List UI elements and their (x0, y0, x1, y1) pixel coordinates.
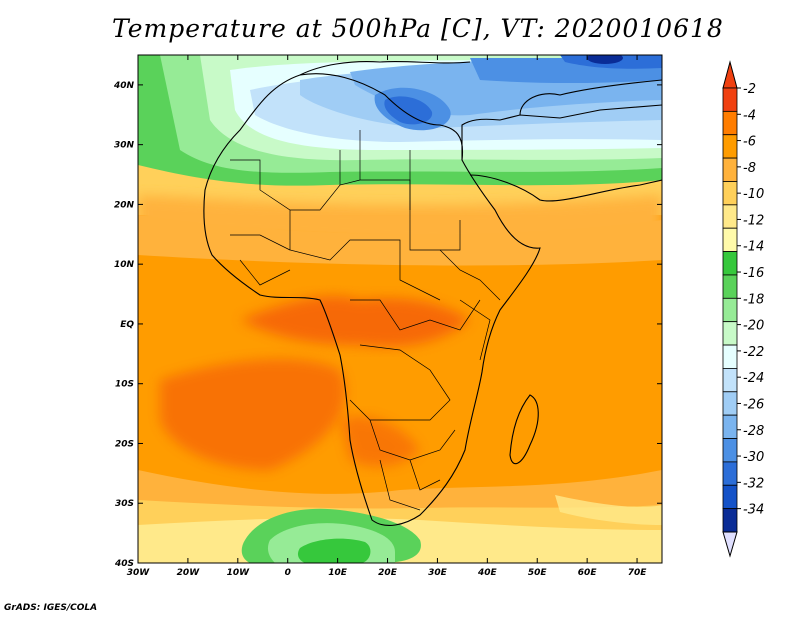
colorbar-label: -2 (743, 82, 756, 97)
colorbar-swatch (722, 438, 738, 463)
lon-tick-label: 50E (528, 568, 548, 578)
colorbar-label: -24 (743, 371, 764, 386)
colorbar-swatch (722, 391, 738, 416)
colorbar-label: -30 (743, 450, 764, 465)
colorbar-swatch (722, 484, 738, 510)
lat-tick-label: 40S (114, 559, 134, 569)
colorbar-label: -6 (743, 135, 756, 150)
lon-tick-label: 20E (378, 568, 398, 578)
coastlines (203, 60, 662, 526)
lon-tick-label: 30E (428, 568, 448, 578)
colorbar-swatch (722, 181, 738, 206)
colorbar-swatch (722, 321, 738, 346)
lon-tick-label: 0 (285, 568, 291, 578)
colorbar-swatch (722, 344, 738, 369)
latitude-axis: 40N 30N 20N 10N EQ 10S 20S 30S 40S (113, 81, 662, 569)
colorbar-label: -28 (743, 424, 764, 439)
colorbar-label: -32 (743, 476, 764, 491)
colorbar-swatch (722, 251, 738, 276)
lon-tick-label: 20W (177, 568, 201, 578)
lon-tick-label: 10W (227, 568, 251, 578)
colorbar-label: -34 (743, 503, 764, 518)
lon-tick-label: 10E (328, 568, 348, 578)
temperature-field (138, 55, 662, 563)
colorbar-swatch (722, 204, 738, 229)
colorbar-label: -16 (743, 266, 764, 281)
grads-credit: GrADS: IGES/COLA (4, 603, 98, 613)
colorbar-swatch (722, 134, 738, 159)
plot-frame (137, 54, 663, 564)
colorbar-swatch (722, 157, 738, 182)
colorbar-swatch (722, 368, 738, 393)
colorbar: -2 -4 -6 -8 -10 -12 -14 -16 -18 -20 -22 -24 -26 -28 -3… (722, 60, 764, 558)
colorbar-label: -8 (743, 161, 756, 176)
colorbar-label: -18 (743, 292, 764, 307)
colorbar-swatch (722, 110, 738, 136)
lat-tick-label: 10S (115, 380, 134, 390)
colorbar-swatch (722, 461, 738, 486)
lon-tick-label: 40E (477, 568, 498, 578)
lat-tick-label: 20N (114, 200, 135, 210)
colorbar-label: -10 (743, 187, 764, 202)
colorbar-swatch (722, 227, 738, 252)
longitude-axis: 30W 20W 10W 0 10E 20E 30E 40E 50E 60E 70E (127, 55, 647, 578)
chart-title: Temperature at 500hPa [C], VT: 202001061… (112, 14, 724, 43)
colorbar-swatch (722, 508, 738, 533)
colorbar-label: -4 (743, 108, 756, 123)
colorbar-top-arrow (722, 60, 738, 89)
colorbar-label: -22 (743, 345, 764, 360)
colorbar-swatch (722, 297, 738, 323)
lat-tick-label: EQ (120, 320, 134, 330)
country-borders (230, 130, 501, 511)
lat-tick-label: 30S (115, 499, 134, 509)
lon-tick-label: 30W (127, 568, 151, 578)
colorbar-label: -12 (743, 213, 764, 228)
colorbar-label: -14 (743, 240, 764, 255)
lat-tick-label: 40N (113, 81, 135, 91)
colorbar-bottom-arrow (722, 531, 738, 558)
lon-tick-label: 60E (578, 568, 598, 578)
colorbar-swatch (722, 414, 738, 439)
lon-tick-label: 70E (628, 568, 648, 578)
colorbar-label: -20 (743, 319, 764, 334)
lat-tick-label: 30N (114, 141, 135, 151)
colorbar-swatch (722, 87, 738, 112)
colorbar-swatch (722, 274, 738, 299)
lat-tick-label: 10N (114, 260, 135, 270)
lat-tick-label: 20S (115, 439, 134, 449)
colorbar-label: -26 (743, 397, 764, 412)
